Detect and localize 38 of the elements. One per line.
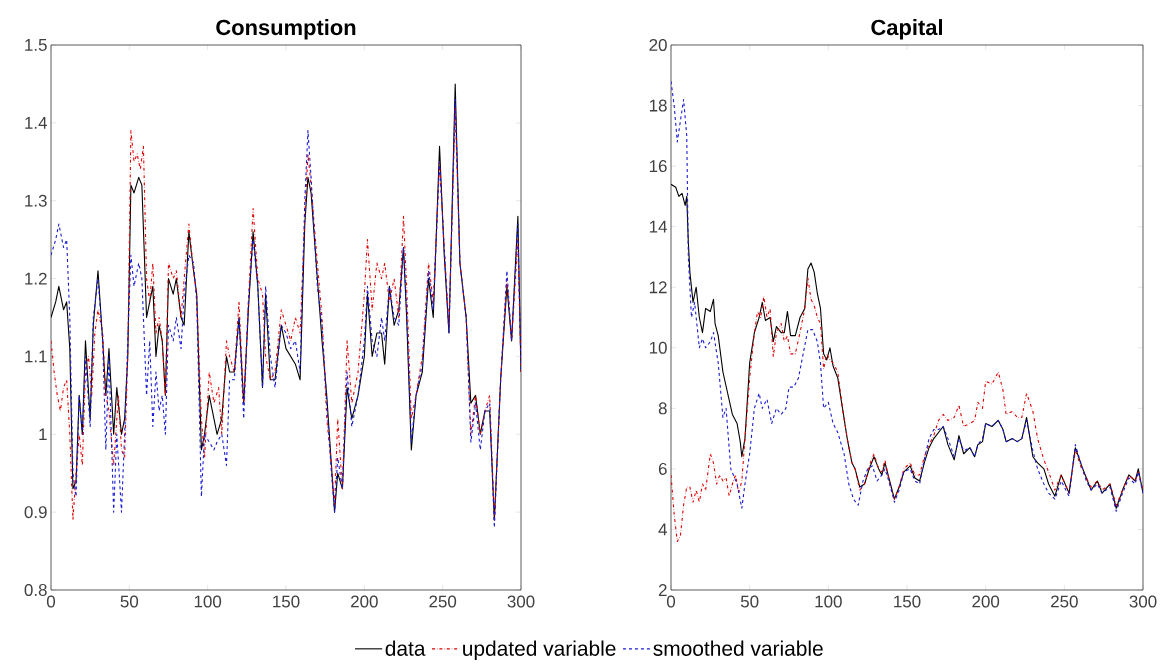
x-tick-label: 50 <box>120 595 139 608</box>
y-tick-label: 4 <box>658 523 667 536</box>
y-tick-label: 0.8 <box>24 584 47 596</box>
x-tick-label: 300 <box>507 595 535 608</box>
x-tick-label: 50 <box>740 595 759 608</box>
y-tick-label: 1.2 <box>25 272 47 285</box>
y-tick-label: 2 <box>658 584 667 596</box>
y-tick-label: 1 <box>39 428 47 441</box>
y-tick-label: 16 <box>649 160 667 173</box>
y-tick-label: 20 <box>649 39 667 51</box>
y-tick-label: 18 <box>649 99 667 112</box>
x-tick-label: 150 <box>273 595 300 608</box>
legend-label: smoothed variable <box>653 640 823 656</box>
x-tick-label: 100 <box>815 595 842 608</box>
y-tick-label: 10 <box>649 341 667 354</box>
x-tick-label: 300 <box>1129 595 1157 608</box>
y-tick-label: 8 <box>658 402 667 415</box>
y-tick-label: 1.3 <box>25 194 47 207</box>
y-tick-label: 1.1 <box>25 350 47 363</box>
legend-label: updated variable <box>463 640 616 661</box>
chart-title: Consumption <box>216 19 356 40</box>
y-tick-label: 14 <box>649 220 667 233</box>
y-tick-label: 12 <box>649 281 667 294</box>
x-tick-label: 100 <box>194 595 222 608</box>
line-series <box>671 80 1144 512</box>
chart-title: Capital <box>871 19 942 40</box>
x-tick-label: 0 <box>46 595 56 608</box>
x-tick-label: 250 <box>429 595 457 608</box>
y-tick-label: 1.5 <box>25 39 47 51</box>
y-tick-label: 1.4 <box>25 117 47 129</box>
x-tick-label: 200 <box>972 595 1000 608</box>
x-tick-label: 150 <box>894 595 921 608</box>
y-tick-label: 0.9 <box>24 506 47 519</box>
x-tick-label: 250 <box>1051 595 1078 608</box>
y-tick-label: 6 <box>658 462 667 475</box>
legend-label: data <box>385 640 426 656</box>
x-tick-label: 200 <box>351 595 378 608</box>
x-tick-label: 0 <box>666 595 676 608</box>
